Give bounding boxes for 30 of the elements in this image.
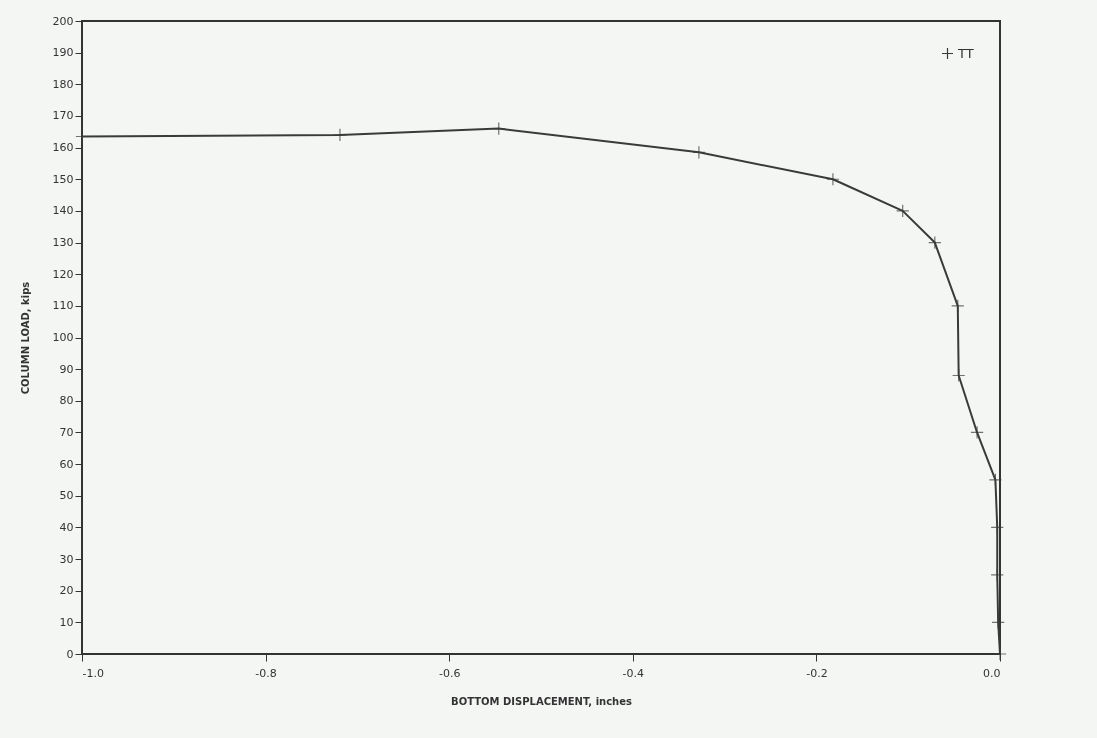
y-tick-label: 170 — [52, 109, 74, 123]
y-tick-label: 90 — [59, 362, 74, 376]
y-tick-label: 140 — [52, 204, 74, 218]
y-tick-label: 180 — [52, 77, 74, 91]
y-tick-label: 110 — [52, 299, 74, 313]
x-tick-label: -0.2 — [806, 666, 828, 680]
x-tick-label: -0.4 — [622, 666, 645, 680]
y-tick-label: 150 — [52, 172, 74, 186]
y-tick-label: 60 — [59, 457, 74, 471]
x-axis-title: BOTTOM DISPLACEMENT, inches — [451, 695, 632, 707]
y-tick-label: 20 — [59, 584, 74, 598]
y-tick-label: 0 — [66, 647, 74, 661]
y-tick-label: 80 — [59, 394, 74, 408]
y-tick-label: 130 — [52, 236, 74, 250]
x-tick-label: -0.6 — [438, 666, 461, 680]
y-tick-label: 30 — [59, 552, 74, 566]
y-tick-label: 10 — [59, 615, 74, 629]
y-tick-label: 190 — [52, 46, 74, 60]
y-tick-label: 50 — [59, 489, 74, 503]
y-axis-title: COLUMN LOAD, kips — [19, 281, 31, 395]
legend-label: TT — [957, 45, 974, 61]
y-tick-label: 40 — [59, 520, 74, 534]
y-tick-label: 160 — [52, 141, 74, 155]
x-tick-label: -0.8 — [255, 666, 277, 680]
y-tick-label: 100 — [52, 331, 74, 344]
x-tick-label: -1.0 — [82, 666, 104, 680]
x-tick-label: 0.0 — [983, 666, 1001, 680]
y-tick-label: 70 — [59, 425, 74, 439]
y-tick-label: 200 — [52, 14, 74, 28]
y-tick-label: 120 — [52, 267, 74, 281]
